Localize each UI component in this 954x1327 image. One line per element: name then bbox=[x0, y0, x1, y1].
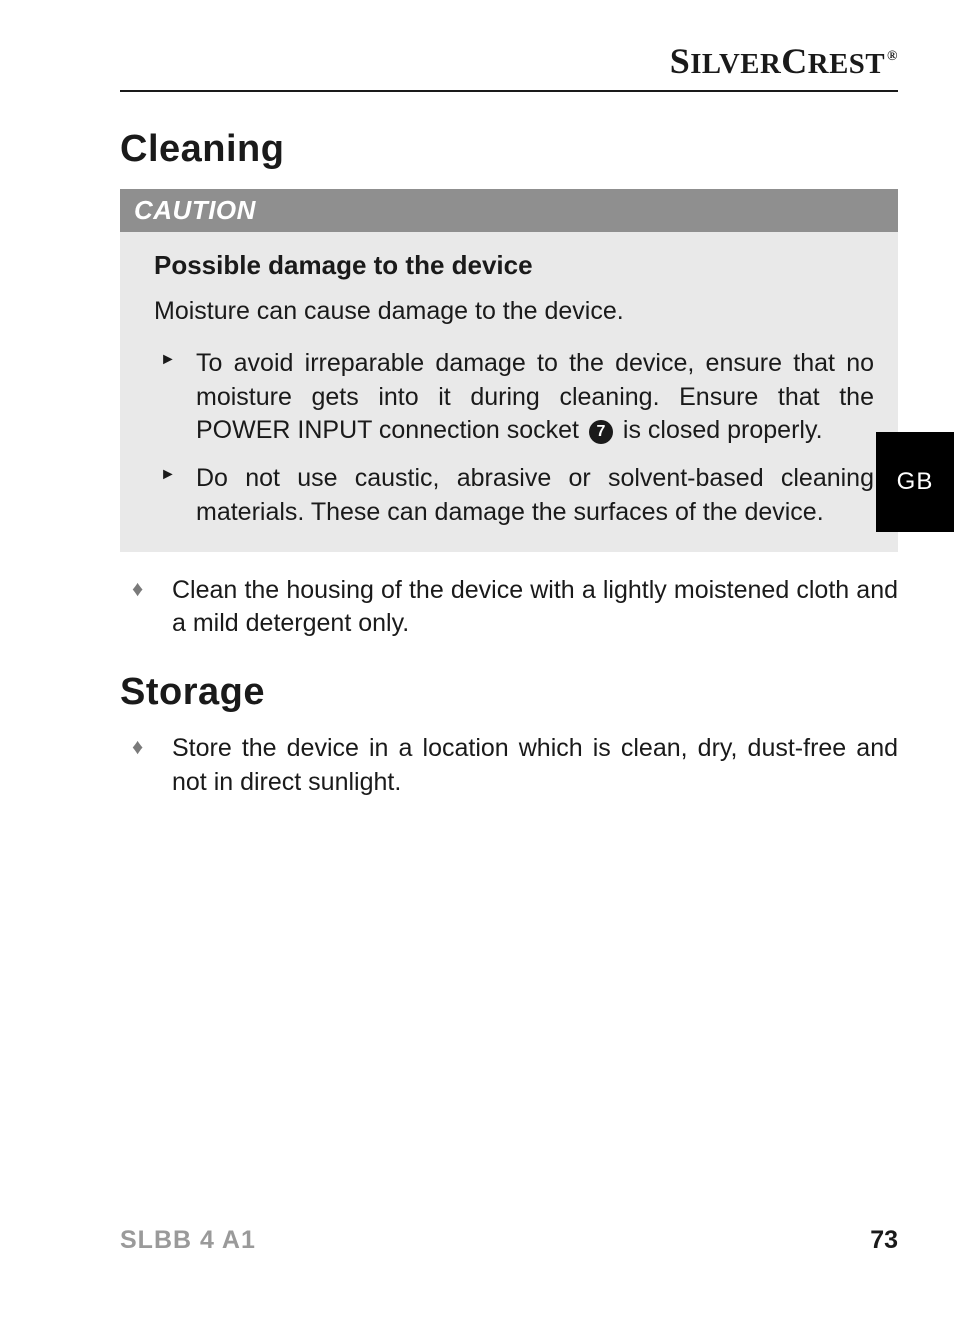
caution-subhead: Possible damage to the device bbox=[154, 250, 874, 281]
caution-label: CAUTION bbox=[120, 189, 898, 232]
brand-logo: SILVERCREST® bbox=[120, 40, 898, 92]
page-footer: SLBB 4 A1 73 bbox=[120, 1226, 898, 1255]
caution-text: Moisture can cause damage to the device. bbox=[154, 295, 874, 329]
language-tab: GB bbox=[876, 432, 954, 532]
caution-body: Possible damage to the device Moisture c… bbox=[120, 232, 898, 552]
section-title-cleaning: Cleaning bbox=[120, 128, 898, 171]
brand-name: SILVERCREST bbox=[670, 41, 885, 81]
cleaning-instructions: Clean the housing of the device with a l… bbox=[130, 574, 898, 642]
instruction-item: Store the device in a location which is … bbox=[130, 732, 898, 800]
caution-bullet: Do not use caustic, abrasive or solvent-… bbox=[154, 462, 874, 530]
model-number: SLBB 4 A1 bbox=[120, 1226, 256, 1255]
caution-bullet: To avoid irreparable damage to the devic… bbox=[154, 347, 874, 448]
manual-page: SILVERCREST® Cleaning CAUTION Possible d… bbox=[0, 0, 954, 1327]
instruction-item: Clean the housing of the device with a l… bbox=[130, 574, 898, 642]
page-number: 73 bbox=[870, 1226, 898, 1255]
reference-number-icon: 7 bbox=[589, 420, 613, 444]
bullet-text-post: is closed properly. bbox=[616, 416, 823, 444]
section-title-storage: Storage bbox=[120, 671, 898, 714]
caution-bullets: To avoid irreparable damage to the devic… bbox=[154, 347, 874, 530]
caution-box: CAUTION Possible damage to the device Mo… bbox=[120, 189, 898, 552]
storage-instructions: Store the device in a location which is … bbox=[130, 732, 898, 800]
brand-mark: ® bbox=[887, 49, 898, 64]
